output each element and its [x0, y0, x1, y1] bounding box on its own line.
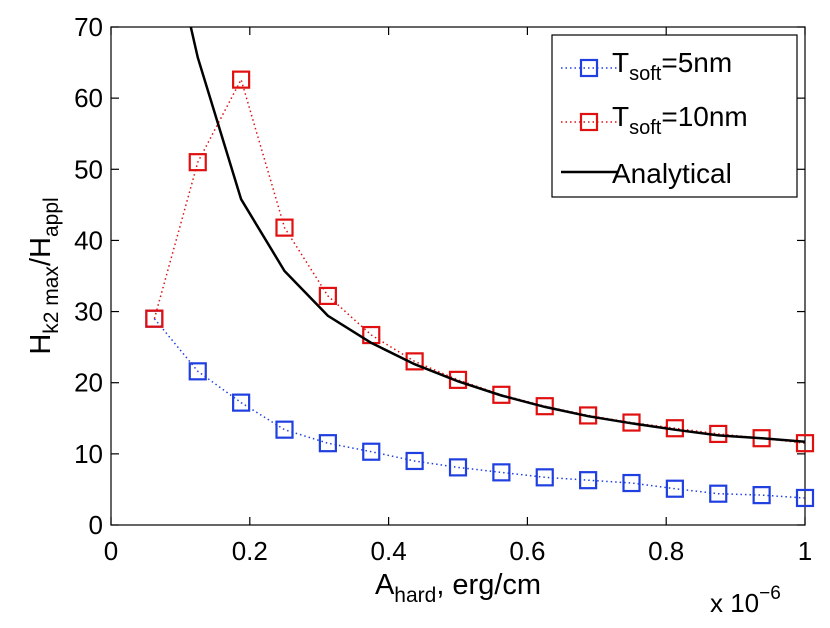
- x-axis-label: Ahard, erg/cm: [375, 569, 541, 607]
- x-tick-label: 1: [798, 536, 812, 566]
- series-5nm-point: [492, 463, 511, 482]
- series-10nm-point: [535, 397, 554, 416]
- series-analytical: [189, 27, 805, 444]
- x-tick-label: 0: [104, 536, 118, 566]
- legend-label-5nm: Tsoft=5nm: [612, 47, 732, 85]
- series-10nm-point: [492, 385, 511, 404]
- y-tick-label: 20: [74, 368, 103, 398]
- x-tick-label: 0.2: [232, 536, 268, 566]
- series-layer: [145, 27, 815, 508]
- legend-marker-5nm: [579, 58, 599, 78]
- y-tick-label: 0: [89, 510, 103, 540]
- legend: Tsoft=5nm Tsoft=10nm Analytical: [551, 34, 798, 198]
- x-tick-label: 0.4: [371, 536, 407, 566]
- series-5nm-point: [448, 458, 468, 477]
- series-5nm-point: [318, 434, 337, 453]
- y-tick-label: 50: [74, 154, 103, 184]
- legend-item-analytical: Analytical: [561, 158, 732, 189]
- series-5nm-point: [232, 393, 251, 412]
- legend-marker-10nm: [579, 112, 599, 132]
- series-10nm-line: [153, 77, 805, 444]
- y-axis-label: Hk2 max/Happl: [25, 197, 63, 354]
- series-5nm-point: [579, 471, 598, 490]
- series-5nm-point: [405, 451, 424, 471]
- x-tick-label: 0.6: [509, 536, 545, 566]
- series-analytical-line: [189, 27, 805, 444]
- series-10nm-point: [448, 370, 468, 389]
- y-tick-label: 10: [74, 439, 103, 469]
- x-multiplier: x 10−6: [710, 583, 781, 618]
- y-axis: 0 10 20 30 40 50 60 70: [74, 12, 805, 540]
- legend-item-10nm: Tsoft=10nm: [561, 101, 748, 139]
- legend-box: [551, 34, 798, 198]
- series-5nm-point: [188, 362, 207, 381]
- x-axis: 0 0.2 0.4 0.6 0.8 1: [104, 27, 812, 566]
- series-5nm-line: [153, 318, 805, 499]
- series-10nm-point: [795, 434, 815, 453]
- y-tick-label: 60: [74, 83, 103, 113]
- series-5nm-point: [709, 484, 728, 503]
- series-5nm: [145, 309, 815, 508]
- y-tick-label: 30: [74, 297, 103, 327]
- series-10nm-point: [232, 70, 251, 89]
- y-tick-label: 40: [74, 225, 103, 255]
- legend-label-10nm: Tsoft=10nm: [612, 101, 748, 139]
- series-5nm-point: [752, 486, 771, 505]
- series-5nm-point: [535, 468, 554, 487]
- series-10nm-point: [145, 309, 164, 328]
- series-10nm-point: [318, 286, 337, 306]
- y-tick-label: 70: [74, 12, 103, 42]
- series-5nm-point: [362, 442, 381, 461]
- series-5nm-point: [275, 420, 294, 439]
- series-10nm-point: [188, 153, 207, 172]
- series-5nm-point: [622, 473, 641, 493]
- series-5nm-point: [795, 488, 815, 508]
- legend-item-5nm: Tsoft=5nm: [561, 47, 732, 85]
- series-5nm-point: [665, 479, 684, 498]
- x-tick-label: 0.8: [648, 536, 684, 566]
- series-10nm-point: [275, 218, 294, 237]
- legend-label-analytical: Analytical: [612, 158, 732, 189]
